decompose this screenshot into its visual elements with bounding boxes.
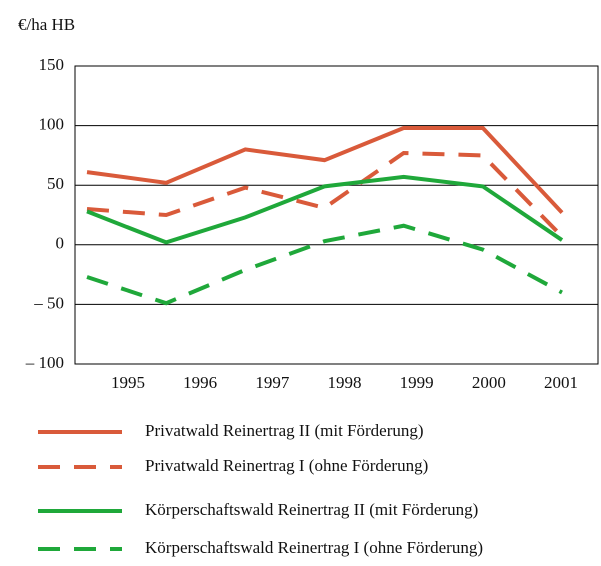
x-tick-label: 1997 xyxy=(255,373,290,392)
x-tick-label: 1995 xyxy=(111,373,145,392)
y-tick-label: 150 xyxy=(39,55,65,74)
legend-label: Privatwald Reinertrag II (mit Förderung) xyxy=(145,421,424,440)
series-line xyxy=(86,150,564,238)
y-tick-label: 0 xyxy=(56,234,65,253)
y-tick-label: – 100 xyxy=(25,353,64,372)
plot-frame xyxy=(74,65,599,365)
y-tick-label: 100 xyxy=(39,115,65,134)
series-line xyxy=(86,125,564,214)
x-tick-label: 1996 xyxy=(183,373,217,392)
y-tick-label: – 50 xyxy=(33,293,64,312)
x-tick-label: 2001 xyxy=(544,373,578,392)
legend-label: Körperschaftswald Reinertrag I (ohne För… xyxy=(145,538,483,557)
legend-label: Körperschaftswald Reinertrag II (mit För… xyxy=(145,500,478,519)
y-unit-label: €/ha HB xyxy=(18,15,75,34)
x-tick-label: 1998 xyxy=(328,373,362,392)
x-tick-label: 1999 xyxy=(400,373,434,392)
legend-label: Privatwald Reinertrag I (ohne Förderung) xyxy=(145,456,428,475)
y-tick-label: 50 xyxy=(47,174,64,193)
x-tick-label: 2000 xyxy=(472,373,506,392)
series-line xyxy=(86,223,563,306)
series-line xyxy=(86,174,564,245)
